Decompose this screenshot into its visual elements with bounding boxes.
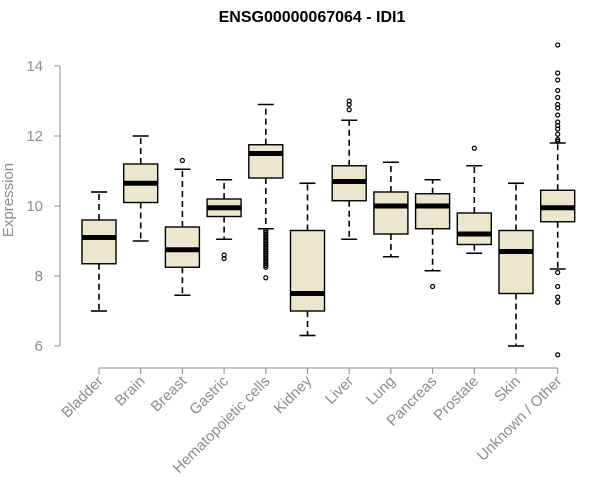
outlier-point (555, 131, 561, 137)
outlier-point (555, 87, 561, 94)
outlier-point (555, 42, 561, 48)
x-tick-label: Bladder (58, 373, 107, 422)
box-bladder (81, 191, 117, 312)
outlier-point (555, 138, 561, 144)
x-tick-label: Liver (322, 373, 357, 408)
y-tick-label: 8 (35, 268, 43, 285)
y-axis-label: Expression (0, 163, 17, 237)
box-pancreas (414, 178, 451, 290)
outlier-point (555, 299, 561, 305)
outlier-point (263, 275, 269, 281)
outlier-point (263, 262, 269, 269)
outlier-point (555, 283, 561, 290)
box-prostate (456, 145, 492, 255)
x-tick-label: Kidney (271, 372, 316, 417)
outlier-point (263, 264, 269, 270)
outlier-point (555, 269, 561, 276)
x-tick-label: Lung (363, 373, 399, 409)
outlier-point (555, 136, 561, 143)
x-tick-label: Prostate (431, 373, 483, 425)
box-unknown-other (540, 42, 576, 358)
x-tick-label: Breast (148, 372, 191, 415)
iqr-box (164, 226, 201, 268)
iqr-box (498, 229, 534, 295)
outlier-point (430, 283, 436, 290)
outlier-point (555, 294, 561, 300)
y-tick-label: 6 (35, 338, 43, 355)
box-hematopoietic-cells (248, 103, 284, 281)
box-lung (373, 161, 409, 258)
outlier-point (179, 157, 185, 164)
x-tick-label: Brain (112, 373, 149, 410)
box-liver (331, 98, 367, 241)
y-tick-label: 12 (26, 128, 43, 145)
box-kidney (289, 182, 326, 337)
iqr-box (248, 144, 284, 179)
iqr-box (373, 191, 409, 235)
iqr-box (414, 193, 451, 230)
chart-title: ENSG00000067064 - IDI1 (219, 9, 406, 26)
y-tick-label: 10 (26, 198, 43, 215)
iqr-box (456, 212, 492, 246)
box-breast (164, 157, 201, 297)
outlier-point (221, 255, 227, 262)
outlier-point (555, 126, 561, 132)
outlier-point (555, 352, 561, 358)
x-tick-label: Skin (491, 373, 524, 406)
outlier-point (555, 94, 561, 101)
outlier-point (555, 112, 561, 118)
outlier-point (346, 98, 352, 104)
box-series (81, 42, 576, 358)
outlier-point (346, 107, 352, 113)
y-tick-label: 14 (26, 58, 43, 75)
outlier-point (555, 105, 561, 111)
outlier-point (471, 145, 477, 151)
iqr-box (289, 229, 326, 312)
iqr-box (81, 219, 117, 265)
outlier-point (555, 70, 561, 76)
y-axis: 6 8 10 12 14 (26, 58, 61, 355)
box-brain (122, 135, 159, 242)
box-gastric (206, 178, 242, 262)
outlier-point (555, 77, 561, 83)
box-skin (498, 182, 534, 347)
